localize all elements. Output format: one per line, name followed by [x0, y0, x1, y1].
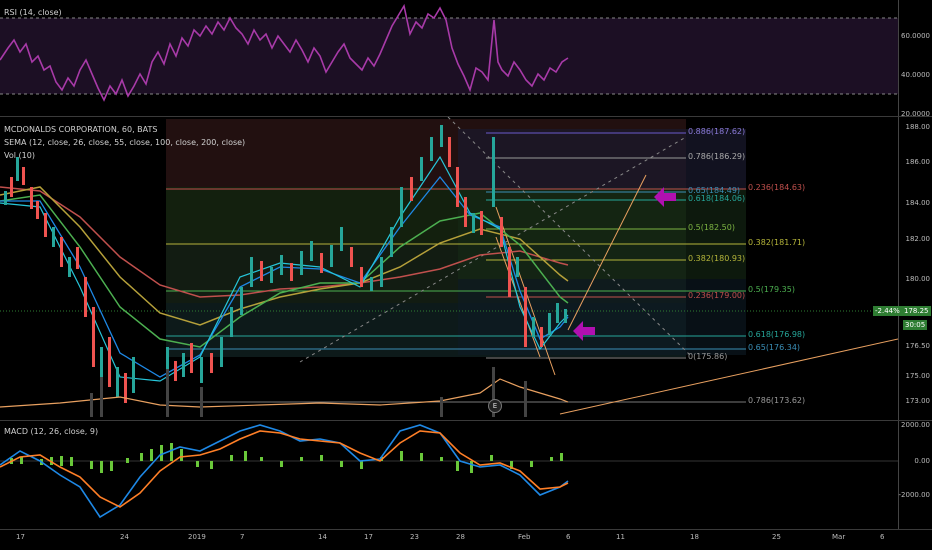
- time-label: 7: [240, 533, 245, 541]
- fib-label: 0.65(176.34): [748, 343, 801, 352]
- macd-signal-line: [0, 430, 569, 508]
- price-axis-label: 188.00: [905, 123, 931, 131]
- macd-axis[interactable]: 2000.00 0.00 -2000.00: [898, 421, 932, 529]
- price-axis-label: 175.00: [905, 372, 931, 380]
- countdown-badge: 30:05: [903, 320, 928, 330]
- symbol-title[interactable]: MCDONALDS CORPORATION, 60, BATS: [4, 125, 158, 134]
- rsi-axis-label: 40.0000: [901, 71, 930, 79]
- rsi-title: RSI (14, close): [4, 8, 62, 17]
- price-axis-label: 186.00: [905, 158, 931, 166]
- last-price-badge: 178.25: [902, 306, 931, 316]
- price-axis-label: 173.00: [905, 397, 931, 405]
- macd-chart: [0, 424, 898, 519]
- pane-separator[interactable]: [0, 420, 932, 421]
- rsi-pane[interactable]: RSI (14, close) 60.0000 40.0000 20.0000: [0, 0, 932, 118]
- fib-label: 0.5(182.50): [688, 223, 735, 232]
- fib-label: 0.382(180.93): [688, 254, 746, 263]
- fib-label: 0.236(179.00): [688, 291, 746, 300]
- time-label: 6: [880, 533, 885, 541]
- time-label: 23: [410, 533, 419, 541]
- time-label: Mar: [832, 533, 846, 541]
- rsi-plot[interactable]: RSI (14, close): [0, 0, 898, 116]
- rsi-line: [0, 3, 569, 102]
- rsi-chart: [0, 3, 898, 102]
- sema-legend[interactable]: SEMA (12, close, 26, close, 55, close, 1…: [4, 138, 246, 147]
- pane-separator[interactable]: [0, 116, 932, 117]
- fib-label: 0.5(179.35): [748, 285, 795, 294]
- price-axis-label: 182.00: [905, 235, 931, 243]
- pane-separator: [0, 529, 932, 530]
- macd-axis-label: 2000.00: [901, 421, 930, 429]
- price-plot[interactable]: MCDONALDS CORPORATION, 60, BATS SEMA (12…: [0, 116, 899, 420]
- vol-legend[interactable]: Vol (10): [4, 151, 35, 160]
- fib-label: 0.786(173.62): [748, 396, 806, 405]
- macd-plot[interactable]: MACD (12, 26, close, 9): [0, 421, 898, 529]
- time-label: 17: [364, 533, 373, 541]
- time-label: 24: [120, 533, 129, 541]
- time-label: 17: [16, 533, 25, 541]
- time-label: 18: [690, 533, 699, 541]
- time-label: 2019: [188, 533, 206, 541]
- macd-line: [0, 424, 569, 519]
- rsi-axis-label: 60.0000: [901, 32, 930, 40]
- time-label: 11: [616, 533, 625, 541]
- rsi-axis-label: 20.0000: [901, 110, 930, 118]
- arrow-icon: [573, 187, 676, 341]
- time-label: Feb: [518, 533, 531, 541]
- time-label: 25: [772, 533, 781, 541]
- price-axis-label: 176.50: [905, 342, 931, 350]
- time-axis[interactable]: 17 24 2019 7 14 17 23 28 Feb 6 11 18 25 …: [0, 530, 932, 550]
- time-label: 6: [566, 533, 571, 541]
- macd-title: MACD (12, 26, close, 9): [4, 427, 99, 436]
- rsi-axis[interactable]: 60.0000 40.0000 20.0000: [898, 0, 932, 118]
- earnings-badge[interactable]: E: [488, 399, 502, 413]
- fib-label: 0.382(181.71): [748, 238, 806, 247]
- macd-axis-label: 0.00: [914, 457, 930, 465]
- price-axis-label: 180.00: [905, 275, 931, 283]
- macd-pane[interactable]: MACD (12, 26, close, 9) 2000.00 0.00 -20…: [0, 421, 932, 529]
- time-label: 28: [456, 533, 465, 541]
- price-axis-label: 184.00: [905, 199, 931, 207]
- fib-label: 0.65(184.49): [688, 186, 741, 195]
- fib-label: 0.786(186.29): [688, 152, 746, 161]
- macd-axis-label: -2000.00: [898, 491, 930, 499]
- time-label: 14: [318, 533, 327, 541]
- last-change-badge: -2.44%: [873, 306, 902, 316]
- fib-label: 0.618(184.06): [688, 194, 746, 203]
- fib-label: 0.236(184.63): [748, 183, 806, 192]
- fib-label: 0.886(187.62): [688, 127, 746, 136]
- candles: [4, 125, 567, 403]
- fib-label: 0(175.86): [688, 352, 728, 361]
- fib-label: 0.618(176.98): [748, 330, 806, 339]
- macd-histogram: [10, 443, 563, 473]
- price-chart: [0, 116, 899, 417]
- price-pane[interactable]: MCDONALDS CORPORATION, 60, BATS SEMA (12…: [0, 116, 932, 420]
- price-axis[interactable]: 188.00 186.00 184.00 182.00 180.00 176.5…: [898, 117, 932, 420]
